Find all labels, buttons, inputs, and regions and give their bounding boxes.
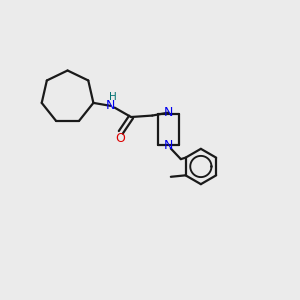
Text: O: O bbox=[115, 132, 125, 145]
Text: H: H bbox=[109, 92, 117, 102]
Text: N: N bbox=[164, 106, 173, 119]
Text: N: N bbox=[164, 139, 173, 152]
Text: N: N bbox=[106, 99, 115, 112]
